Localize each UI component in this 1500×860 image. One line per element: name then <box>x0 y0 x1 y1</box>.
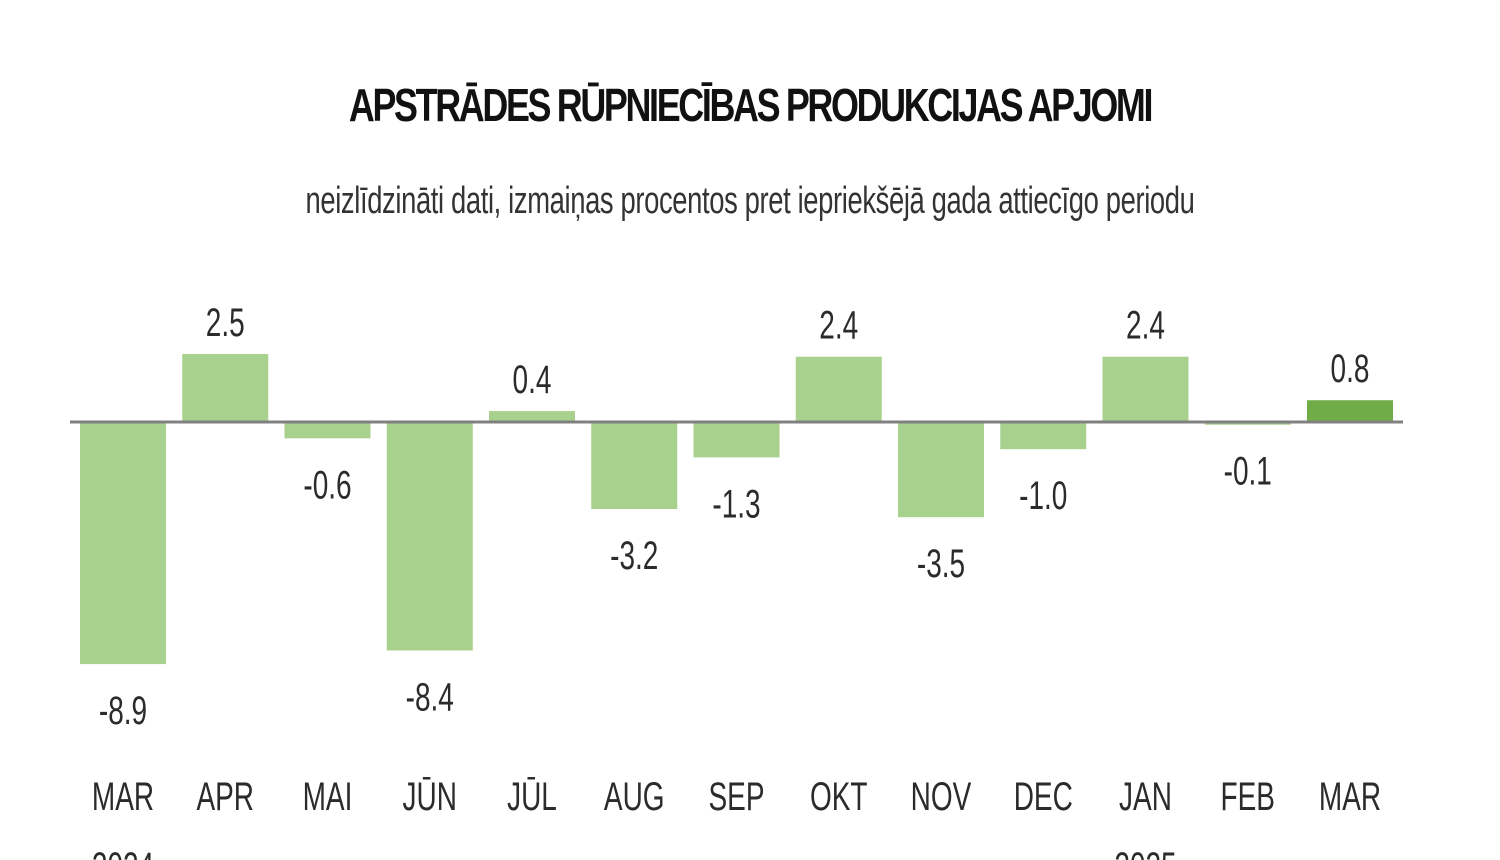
value-label: 2.5 <box>206 301 245 345</box>
value-label: 0.8 <box>1331 347 1370 391</box>
category-label: MAR <box>1319 775 1381 819</box>
bar-aug-5 <box>591 422 678 510</box>
category-label: APR <box>196 775 254 819</box>
bar-sep-6 <box>693 422 780 458</box>
bar-mar-0 <box>80 422 166 665</box>
category-label: FEB <box>1221 775 1275 819</box>
bar-mai-2 <box>284 422 371 439</box>
bar-jūl-4 <box>489 411 575 422</box>
value-label: -1.0 <box>1019 474 1067 518</box>
bar-dec-9 <box>1000 422 1087 450</box>
category-label: MAR <box>92 775 154 819</box>
category-label: AUG <box>604 775 665 819</box>
value-label: 2.4 <box>819 304 858 348</box>
bar-nov-8 <box>898 422 984 518</box>
value-label: -8.4 <box>406 676 454 720</box>
chart-title: APSTRĀDES RŪPNIECĪBAS PRODUKCIJAS APJOMI <box>348 79 1154 131</box>
category-label: NOV <box>911 775 972 819</box>
category-label: JŪL <box>507 775 557 819</box>
category-label: DEC <box>1014 775 1073 819</box>
category-label: JAN <box>1119 775 1172 819</box>
category-label: SEP <box>708 775 764 819</box>
chart-subtitle: neizlīdzināti dati, izmaiņas procentos p… <box>305 180 1195 222</box>
value-label: 2.4 <box>1126 304 1165 348</box>
value-label: 0.4 <box>513 358 552 402</box>
bar-jan-10 <box>1102 356 1189 422</box>
bar-apr-1 <box>182 354 269 422</box>
value-label: -1.3 <box>712 483 760 527</box>
value-label: -0.1 <box>1224 450 1272 494</box>
value-label: -3.2 <box>610 534 658 578</box>
value-label: -3.5 <box>917 542 965 586</box>
bar-okt-7 <box>795 356 882 422</box>
value-label: -0.6 <box>303 464 351 508</box>
bar-mar-12 <box>1307 400 1393 422</box>
bar-jūn-3 <box>386 422 473 651</box>
value-label: -8.9 <box>99 689 147 733</box>
category-label: OKT <box>810 775 868 819</box>
year-label: 2024 <box>92 845 154 860</box>
category-label: JŪN <box>403 775 457 819</box>
category-label: MAI <box>303 775 353 819</box>
year-label: 2025 <box>1114 845 1176 860</box>
